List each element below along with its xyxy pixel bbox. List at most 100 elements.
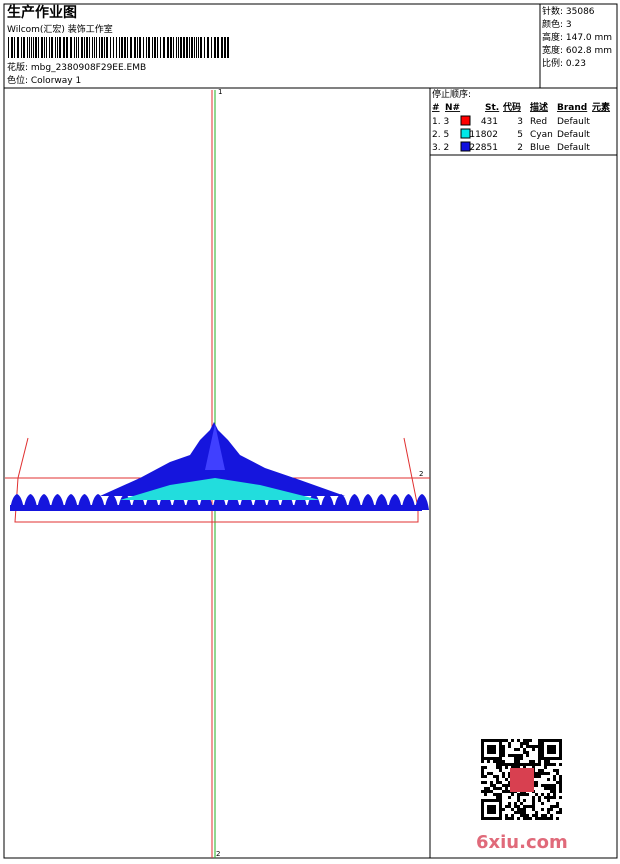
qr-cell xyxy=(481,748,484,751)
qr-cell xyxy=(496,739,499,742)
qr-cell xyxy=(532,805,535,808)
qr-cell xyxy=(517,811,520,814)
qr-cell xyxy=(514,760,517,763)
qr-cell xyxy=(547,745,550,748)
qr-cell xyxy=(496,781,499,784)
qr-cell xyxy=(556,757,559,760)
qr-cell xyxy=(532,796,535,799)
qr-cell xyxy=(499,787,502,790)
qr-cell xyxy=(547,748,550,751)
qr-cell xyxy=(547,784,550,787)
qr-cell xyxy=(550,814,553,817)
bar xyxy=(160,37,161,58)
barcode xyxy=(8,37,229,58)
qr-cell xyxy=(493,817,496,820)
qr-cell xyxy=(556,772,559,775)
qr-cell xyxy=(496,787,499,790)
design xyxy=(5,90,430,858)
qr-cell xyxy=(526,814,529,817)
qr-cell xyxy=(511,766,514,769)
qr-cell xyxy=(490,748,493,751)
qr-cell xyxy=(496,778,499,781)
code: 5 xyxy=(517,130,523,140)
qr-cell xyxy=(487,745,490,748)
qr-cell xyxy=(499,808,502,811)
bar xyxy=(127,37,128,58)
qr-cell xyxy=(535,814,538,817)
qr-cell xyxy=(538,796,541,799)
bar xyxy=(31,37,32,58)
bar xyxy=(29,37,30,58)
qr-cell xyxy=(532,745,535,748)
qr-cell xyxy=(481,742,484,745)
qr-cell xyxy=(481,766,484,769)
qr-cell xyxy=(499,799,502,802)
bar xyxy=(194,37,195,58)
qr-cell xyxy=(547,751,550,754)
qr-cell xyxy=(559,781,562,784)
qr-cell xyxy=(508,817,511,820)
qr-cell xyxy=(487,805,490,808)
stitches: 431 xyxy=(481,117,498,127)
qr-cell xyxy=(484,799,487,802)
bar xyxy=(23,37,25,58)
bar xyxy=(63,37,65,58)
qr-cell xyxy=(556,769,559,772)
qr-cell xyxy=(520,742,523,745)
qr-cell xyxy=(499,817,502,820)
qr-cell xyxy=(496,817,499,820)
qr-cell xyxy=(511,754,514,757)
qr-cell xyxy=(559,808,562,811)
qr-cell xyxy=(490,799,493,802)
qr-cell xyxy=(499,781,502,784)
qr-cell xyxy=(547,757,550,760)
qr-cell xyxy=(523,793,526,796)
qr-cell xyxy=(559,784,562,787)
bar xyxy=(33,37,34,58)
qr-cell xyxy=(538,754,541,757)
bar xyxy=(94,37,95,58)
qr-cell xyxy=(532,802,535,805)
qr-cell xyxy=(523,811,526,814)
qr-cell xyxy=(502,748,505,751)
qr-cell xyxy=(538,799,541,802)
qr-cell xyxy=(493,775,496,778)
title: 生产作业图 xyxy=(7,4,77,21)
qr-cell xyxy=(559,757,562,760)
info-line: 针数: 35086 xyxy=(542,5,595,17)
qr-cell xyxy=(553,763,556,766)
qr-cell xyxy=(502,775,505,778)
qr-cell xyxy=(547,739,550,742)
qr-cell xyxy=(523,763,526,766)
qr-cell xyxy=(499,748,502,751)
desc: Cyan xyxy=(530,130,553,140)
bar xyxy=(8,37,9,58)
qr-cell xyxy=(556,817,559,820)
qr-cell xyxy=(502,772,505,775)
qr-cell xyxy=(493,787,496,790)
qr-cell xyxy=(544,814,547,817)
qr-cell xyxy=(538,763,541,766)
qr-cell xyxy=(547,811,550,814)
marker: 2 xyxy=(216,850,220,858)
qr-cell xyxy=(493,760,496,763)
qr-cell xyxy=(544,784,547,787)
qr-cell xyxy=(547,793,550,796)
qr-cell xyxy=(553,793,556,796)
qr-cell xyxy=(499,811,502,814)
qr-cell xyxy=(556,781,559,784)
row-index: 3. 2 xyxy=(432,143,449,153)
bar xyxy=(196,37,197,58)
qr-cell xyxy=(484,775,487,778)
design-file: 花版: mbg_2380908F29EE.EMB xyxy=(7,61,146,73)
qr-cell xyxy=(499,766,502,769)
qr-cell xyxy=(544,787,547,790)
qr-cell xyxy=(553,787,556,790)
qr-cell xyxy=(544,763,547,766)
qr-cell xyxy=(502,784,505,787)
qr-cell xyxy=(487,790,490,793)
qr-cell xyxy=(541,757,544,760)
qr-cell xyxy=(481,802,484,805)
qr-cell xyxy=(502,751,505,754)
qr-cell xyxy=(550,748,553,751)
